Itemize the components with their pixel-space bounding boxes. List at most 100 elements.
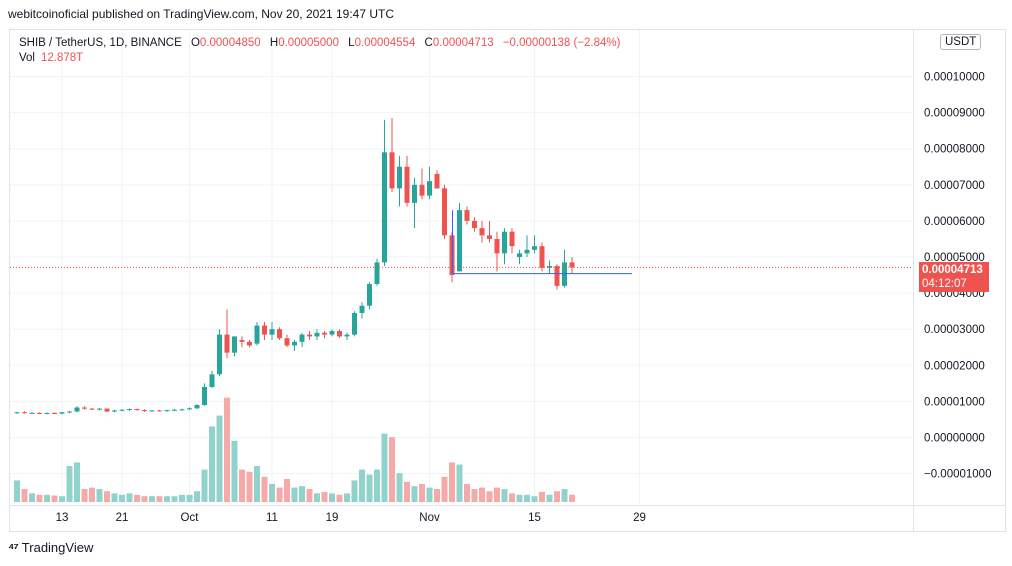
candle-body bbox=[187, 408, 192, 410]
volume-bar bbox=[494, 487, 500, 502]
volume-bar bbox=[96, 489, 103, 502]
candle-body bbox=[427, 181, 432, 196]
candles bbox=[14, 118, 575, 415]
footer-brand[interactable]: ⁴⁷ TradingView bbox=[8, 540, 93, 555]
candle-body bbox=[359, 305, 365, 313]
volume-bar bbox=[381, 433, 388, 502]
volume-bar bbox=[389, 437, 395, 502]
y-tick-label: 0.00008000 bbox=[924, 144, 985, 156]
volume-bar bbox=[486, 491, 493, 502]
candle-body bbox=[299, 334, 305, 342]
y-tick-label: 0.00002000 bbox=[924, 360, 985, 372]
candle-body bbox=[202, 386, 207, 406]
candle-body bbox=[269, 329, 275, 335]
volume-bar bbox=[321, 491, 328, 502]
y-tick-label: 0.00010000 bbox=[924, 72, 985, 84]
open-value: 0.00004850 bbox=[199, 37, 261, 49]
volume-bar bbox=[501, 489, 508, 502]
candle-body bbox=[149, 410, 155, 412]
x-axis: 13 21 Oct 11 19 Nov 15 29 bbox=[56, 512, 646, 524]
candle-body bbox=[419, 184, 425, 196]
low-key: L bbox=[348, 37, 355, 49]
volume-bar bbox=[141, 496, 148, 502]
candle-body bbox=[134, 408, 140, 411]
ohlc-legend: SHIB / TetherUS, 1D, BINANCE O0.00004850… bbox=[19, 35, 620, 52]
candle-body bbox=[494, 238, 500, 254]
volume-bar bbox=[209, 426, 215, 502]
candle-body bbox=[397, 166, 402, 189]
candle-body bbox=[389, 152, 395, 189]
candle-body bbox=[104, 408, 110, 412]
candle-body bbox=[284, 338, 290, 346]
candle-body bbox=[142, 410, 147, 412]
volume-bar bbox=[516, 494, 523, 502]
brand-name: TradingView bbox=[21, 540, 94, 555]
symbol-label: SHIB / TetherUS, 1D, BINANCE bbox=[19, 37, 182, 49]
candle-body bbox=[29, 412, 35, 414]
candle-body bbox=[547, 266, 552, 268]
volume-bar bbox=[156, 496, 163, 502]
volume-bar bbox=[29, 493, 35, 502]
candle-body bbox=[412, 184, 417, 203]
volume-bar bbox=[509, 493, 515, 502]
volume-bar bbox=[569, 494, 575, 502]
volume-bar bbox=[276, 487, 283, 502]
volume-bar bbox=[134, 494, 140, 502]
candle-body bbox=[74, 407, 80, 412]
y-tick-label: −0.00001000 bbox=[924, 469, 991, 481]
y-tick-label: 0.00006000 bbox=[924, 216, 985, 228]
volume-bar bbox=[449, 462, 455, 502]
volume-bar bbox=[374, 469, 380, 502]
volume-bar bbox=[36, 494, 43, 502]
candle-body bbox=[374, 262, 380, 285]
currency-selector[interactable]: USDT bbox=[940, 34, 982, 50]
volume-bar bbox=[126, 493, 133, 502]
candle-body bbox=[314, 332, 320, 337]
candle-body bbox=[487, 235, 492, 239]
candle-body bbox=[367, 284, 372, 306]
volume-bar bbox=[261, 476, 268, 502]
candle-body bbox=[404, 166, 410, 203]
volume-bar bbox=[231, 440, 238, 502]
y-tick-label: 0.00005000 bbox=[924, 252, 985, 264]
change-value: −0.00000138 (−2.84%) bbox=[502, 37, 621, 49]
x-tick-label: 15 bbox=[528, 512, 541, 524]
volume-bar bbox=[201, 469, 208, 502]
volume-bar bbox=[471, 489, 478, 502]
vol-key: Vol bbox=[19, 52, 35, 64]
candle-body bbox=[344, 334, 350, 337]
candle-body bbox=[194, 405, 200, 409]
candle-body bbox=[292, 341, 297, 346]
volume-bar bbox=[479, 487, 485, 502]
volume-bars bbox=[14, 397, 575, 502]
volume-bar bbox=[81, 489, 88, 502]
high-value: 0.00005000 bbox=[278, 37, 339, 49]
candle-body bbox=[59, 412, 65, 414]
candle-body bbox=[532, 246, 537, 250]
candle-body bbox=[119, 409, 125, 411]
candle-body bbox=[502, 231, 507, 254]
candle-body bbox=[562, 262, 567, 286]
candle-body bbox=[569, 262, 575, 268]
x-tick-label: Nov bbox=[419, 512, 440, 524]
volume-bar bbox=[554, 491, 560, 502]
volume-bar bbox=[441, 476, 448, 502]
candle-body bbox=[52, 412, 57, 414]
publisher-line: webitcoinoficial published on TradingVie… bbox=[8, 7, 395, 21]
close-key: C bbox=[424, 37, 433, 49]
candle-body bbox=[37, 412, 42, 414]
volume-bar bbox=[411, 486, 418, 502]
candle-body bbox=[337, 331, 342, 337]
x-tick-label: 11 bbox=[266, 512, 278, 524]
volume-bar bbox=[419, 484, 425, 502]
volume-bar bbox=[44, 494, 50, 502]
volume-bar bbox=[164, 496, 170, 502]
volume-bar bbox=[531, 496, 538, 502]
candle-body bbox=[262, 325, 267, 335]
candle-body bbox=[352, 312, 357, 335]
chart-frame[interactable] bbox=[9, 29, 1006, 532]
volume-bar bbox=[104, 491, 110, 502]
candle-body bbox=[172, 409, 177, 411]
volume-bar bbox=[464, 484, 470, 502]
